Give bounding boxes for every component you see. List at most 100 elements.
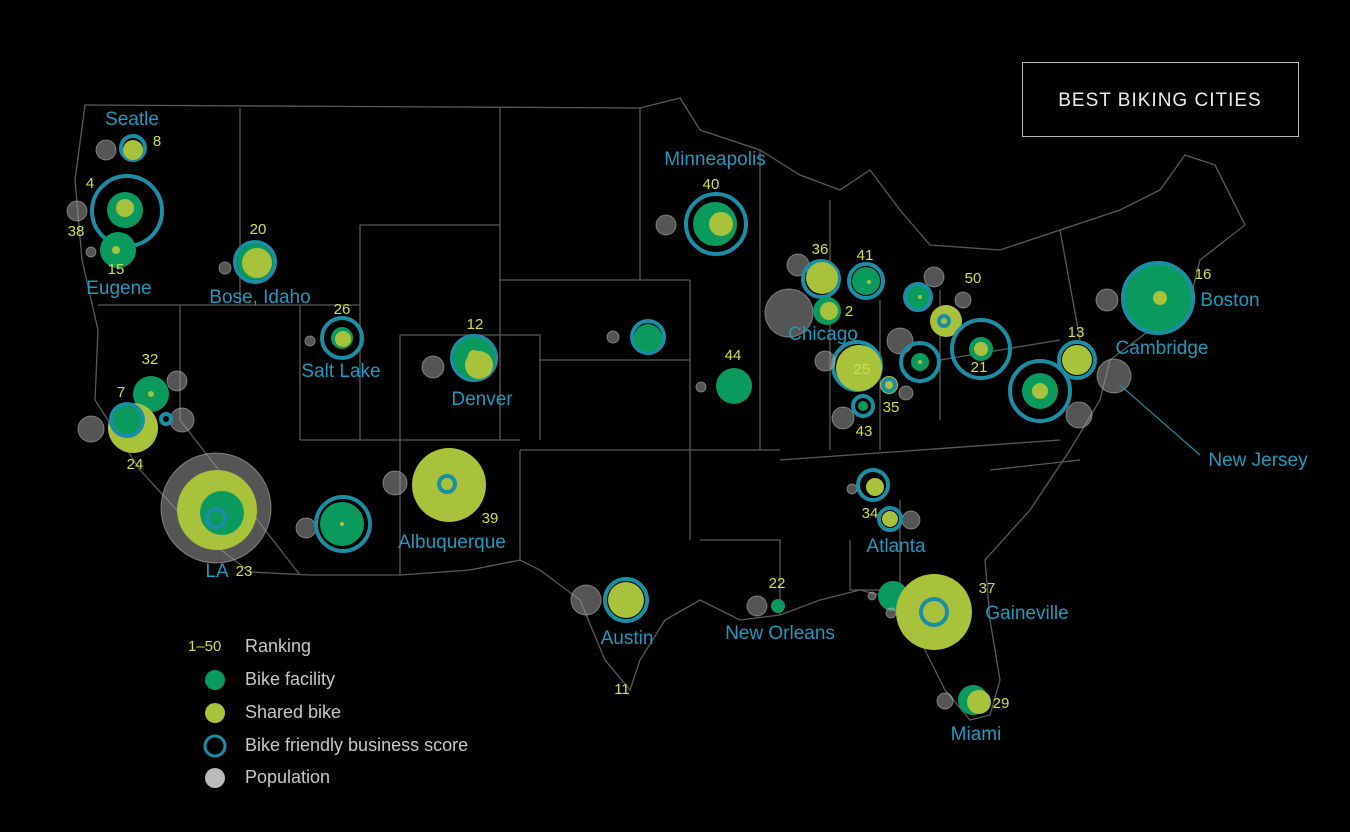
city-bubble (937, 314, 951, 328)
city-bubble (1095, 288, 1119, 312)
legend-swatch (203, 734, 227, 758)
legend-item: Population (245, 767, 330, 787)
city-label: Seatle (105, 109, 159, 130)
city-bubble (851, 394, 875, 418)
city-label: Denver (451, 389, 513, 410)
city-bubble (877, 506, 903, 532)
city-bubble (801, 259, 841, 299)
city-bubble (814, 350, 836, 372)
city-bubble (111, 404, 143, 436)
city-bubble (858, 401, 868, 411)
city-bubble (846, 483, 858, 495)
legend-item: Shared bike (245, 702, 341, 722)
city-bubble (233, 240, 277, 284)
rank-label: 35 (883, 399, 900, 416)
rank-label: 26 (334, 301, 351, 318)
rank-label: 7 (117, 384, 125, 401)
city-bubble (608, 582, 644, 618)
city-bubble (967, 690, 991, 714)
rank-label: 40 (703, 176, 720, 193)
rank-label: 11 (614, 681, 630, 698)
city-bubble (85, 246, 97, 258)
city-bubble (242, 248, 272, 278)
city-bubble (570, 584, 602, 616)
city-bubble (166, 370, 188, 392)
city-bubble (335, 331, 351, 347)
city-bubble (852, 267, 880, 295)
city-bubble (886, 327, 914, 355)
rank-label: 41 (857, 247, 874, 264)
city-label: Salt Lake (301, 361, 380, 382)
rank-label: 22 (769, 575, 786, 592)
city-bubble (896, 574, 972, 650)
city-bubble (468, 350, 480, 362)
legend-item: Ranking (245, 636, 311, 656)
legend-swatch (205, 670, 225, 690)
title-box (1022, 62, 1299, 137)
city-bubble (123, 140, 143, 160)
city-bubble (898, 385, 914, 401)
legend-range: 1–50 (188, 638, 221, 655)
city-bubble (159, 412, 173, 426)
city-bubble (218, 261, 232, 275)
rank-label: 12 (467, 316, 484, 333)
city-bubble (831, 406, 855, 430)
city-label: Austin (601, 628, 654, 649)
city-label: Atlanta (866, 536, 926, 557)
city-label: New Jersey (1208, 450, 1308, 471)
city-bubble (1065, 401, 1093, 429)
city-label: Boston (1200, 290, 1259, 311)
rank-label: 38 (68, 223, 85, 240)
city-bubble (899, 341, 941, 383)
city-bubble (1153, 291, 1167, 305)
rank-label: 44 (725, 347, 742, 364)
city-bubble (881, 377, 897, 393)
rank-label: 36 (812, 241, 829, 258)
city-bubble (918, 360, 922, 364)
city-label: Albuquerque (398, 532, 506, 553)
rank-label: 24 (127, 456, 144, 473)
city-bubble (1057, 340, 1097, 380)
legend-swatch (205, 768, 225, 788)
city-bubble (847, 262, 885, 300)
city-bubble (684, 192, 748, 256)
city-label: Miami (951, 724, 1002, 745)
city-bubble (304, 335, 316, 347)
city-bubble (382, 470, 408, 496)
city-bubble (205, 507, 227, 529)
city-bubble (77, 415, 105, 443)
city-bubble (930, 305, 962, 337)
city-bubble (820, 302, 838, 320)
rank-label: 21 (971, 359, 988, 376)
city-bubble (169, 407, 195, 433)
city-bubble (923, 266, 945, 288)
rank-label: 50 (965, 270, 982, 287)
city-bubble (1121, 261, 1195, 335)
rank-label: 34 (862, 505, 879, 522)
city-bubble (764, 288, 814, 338)
rank-label: 8 (153, 133, 161, 150)
rank-label: 4 (86, 175, 94, 192)
city-bubble (695, 381, 707, 393)
city-bubble (950, 318, 1012, 380)
legend-item: Bike friendly business score (245, 735, 468, 755)
rank-label: 20 (250, 221, 267, 238)
city-bubble (1062, 345, 1092, 375)
city-bubble (936, 692, 954, 710)
city-bubble (116, 199, 134, 217)
city-label: Cambridge (1116, 338, 1209, 359)
city-bubble (421, 355, 445, 379)
rank-label: 37 (979, 580, 996, 597)
title: BEST BIKING CITIES (1058, 90, 1261, 111)
city-label: Chicago (788, 324, 858, 345)
city-bubble (314, 495, 372, 553)
city-bubble (867, 280, 871, 284)
city-bubble (856, 468, 890, 502)
city-bubble (95, 139, 117, 161)
city-bubble (66, 200, 88, 222)
rank-label: 16 (1195, 266, 1212, 283)
city-bubble (295, 517, 317, 539)
city-bubble (709, 212, 733, 236)
